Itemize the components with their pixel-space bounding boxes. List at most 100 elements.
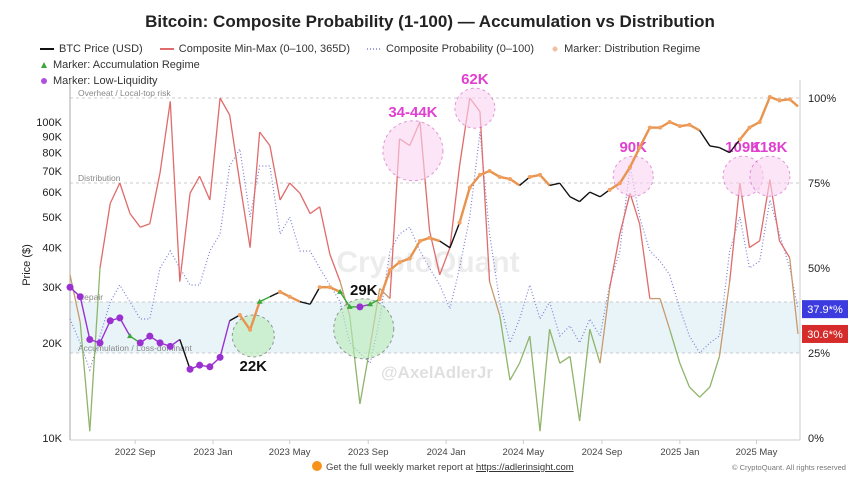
btc-price-segment — [608, 182, 621, 191]
x-tick-label: 2024 Sep — [582, 447, 623, 458]
distribution-marker — [677, 124, 682, 129]
composite-minmax-segment — [319, 206, 331, 255]
composite-minmax-segment — [189, 175, 201, 194]
btc-price-segment — [299, 301, 311, 305]
accumulation-marker — [346, 303, 353, 309]
composite-minmax-segment — [119, 182, 131, 214]
composite-minmax-segment — [329, 254, 341, 282]
legend-item-low-liquidity-marker[interactable]: Marker: Low-Liquidity — [40, 73, 158, 89]
legend-item-composite-probability[interactable]: Composite Probability (0–100) — [367, 43, 535, 55]
low-liquidity-marker — [86, 335, 94, 343]
btc-price-segment — [738, 126, 751, 141]
low-liquidity-marker — [136, 339, 144, 347]
latest-composite-probability-tag-bg — [802, 300, 848, 319]
btc-price-segment — [439, 240, 451, 249]
legend-item-distribution-marker[interactable]: Marker: Distribution Regime — [551, 41, 700, 57]
latest-composite-minmax-tag: 30.6*% — [807, 329, 843, 341]
distribution-marker — [457, 220, 462, 225]
distribution-marker — [607, 187, 612, 192]
bitcoin-coin-icon — [312, 461, 322, 471]
btc-price-segment — [378, 269, 392, 300]
legend-item-btc-price[interactable]: BTC Price (USD) — [40, 43, 143, 55]
distribution-marker — [377, 297, 382, 302]
composite-minmax-segment — [529, 335, 541, 432]
btc-price-segment — [709, 145, 720, 149]
accumulation-marker — [367, 301, 374, 307]
footer: Get the full weekly market report at htt… — [312, 461, 574, 473]
btc-price-segment — [79, 296, 91, 340]
distribution-marker — [477, 172, 482, 177]
composite-minmax-segment — [669, 329, 681, 364]
composite-minmax-segment — [488, 281, 501, 316]
composite-minmax-segment — [709, 356, 721, 388]
composite-minmax-segment — [209, 97, 221, 201]
distribution-marker — [767, 94, 772, 99]
watermark-brand: CryptoQuant — [336, 246, 519, 279]
y2-tick-label: 100% — [808, 93, 836, 105]
distribution-marker — [507, 177, 512, 182]
composite-minmax-segment — [518, 335, 531, 364]
x-tick-label: 2023 Jan — [193, 447, 232, 458]
y-tick-label: 10K — [42, 433, 62, 445]
composite-minmax-segment — [629, 193, 641, 224]
btc-price-segment — [179, 339, 191, 370]
report-link[interactable]: https://adlerinsight.com — [475, 462, 574, 473]
btc-price-segment — [259, 296, 271, 303]
y2-tick-label: 0% — [808, 433, 824, 445]
distribution-marker — [538, 172, 543, 177]
low-liquidity-marker — [66, 283, 74, 291]
legend-item-accumulation-marker[interactable]: Marker: Accumulation Regime — [40, 57, 200, 73]
composite-minmax-segment — [89, 267, 101, 432]
composite-minmax-segment — [109, 182, 121, 204]
y-axis-label: Price ($) — [21, 244, 33, 286]
btc-price-segment — [729, 139, 741, 154]
annotation-label: 34-44K — [388, 104, 437, 121]
x-tick-label: 2022 Sep — [115, 447, 156, 458]
composite-minmax-segment — [269, 145, 281, 201]
btc-price-segment — [618, 166, 632, 184]
distribution-marker — [327, 285, 332, 290]
annotation-circle — [454, 87, 496, 129]
composite-minmax-segment — [289, 182, 301, 194]
btc-price-segment — [549, 182, 560, 187]
distribution-marker — [287, 294, 292, 299]
btc-price-segment — [238, 314, 252, 331]
composite-minmax-segment — [439, 247, 451, 276]
distribution-marker — [387, 268, 392, 273]
annotation-circle — [382, 120, 444, 182]
distribution-marker — [777, 98, 782, 103]
accumulation-marker — [337, 288, 344, 294]
x-tick-label: 2024 Jan — [427, 447, 466, 458]
distribution-marker — [417, 239, 422, 244]
composite-minmax-segment — [169, 101, 181, 282]
composite-minmax-segment — [129, 213, 141, 228]
btc-price-segment — [99, 320, 111, 344]
annotation-label: 109K — [725, 139, 761, 156]
y-tick-label: 50K — [42, 212, 62, 224]
distribution-marker — [237, 313, 242, 318]
low-liquidity-marker — [206, 363, 214, 371]
annotation-circle — [333, 298, 395, 360]
btc-price-segment — [309, 286, 321, 305]
distribution-marker — [747, 125, 752, 130]
composite-minmax-segment — [619, 193, 631, 235]
composite-minmax-segment — [229, 114, 241, 184]
distribution-marker — [278, 289, 283, 294]
btc-price-segment — [699, 130, 711, 147]
composite-minmax-segment — [219, 97, 231, 116]
composite-minmax-segment — [279, 182, 291, 201]
y2-tick-label: 25% — [808, 348, 830, 360]
annotation-label: 118K — [752, 139, 787, 156]
composite-minmax-segment — [638, 223, 651, 299]
watermark-author: @AxelAdlerJr — [381, 363, 493, 382]
btc-price-segment — [248, 301, 261, 331]
composite-minmax-segment — [559, 355, 571, 364]
distribution-marker — [757, 120, 762, 124]
copyright: © CryptoQuant. All rights reserved — [732, 463, 846, 472]
distribution-marker — [407, 256, 412, 261]
btc-price-segment — [408, 240, 421, 260]
y2-tick-label: 50% — [808, 263, 830, 275]
distribution-marker — [617, 181, 622, 186]
composite-minmax-segment — [509, 362, 521, 381]
legend-item-composite-minmax[interactable]: Composite Min-Max (0–100, 365D) — [159, 43, 350, 55]
